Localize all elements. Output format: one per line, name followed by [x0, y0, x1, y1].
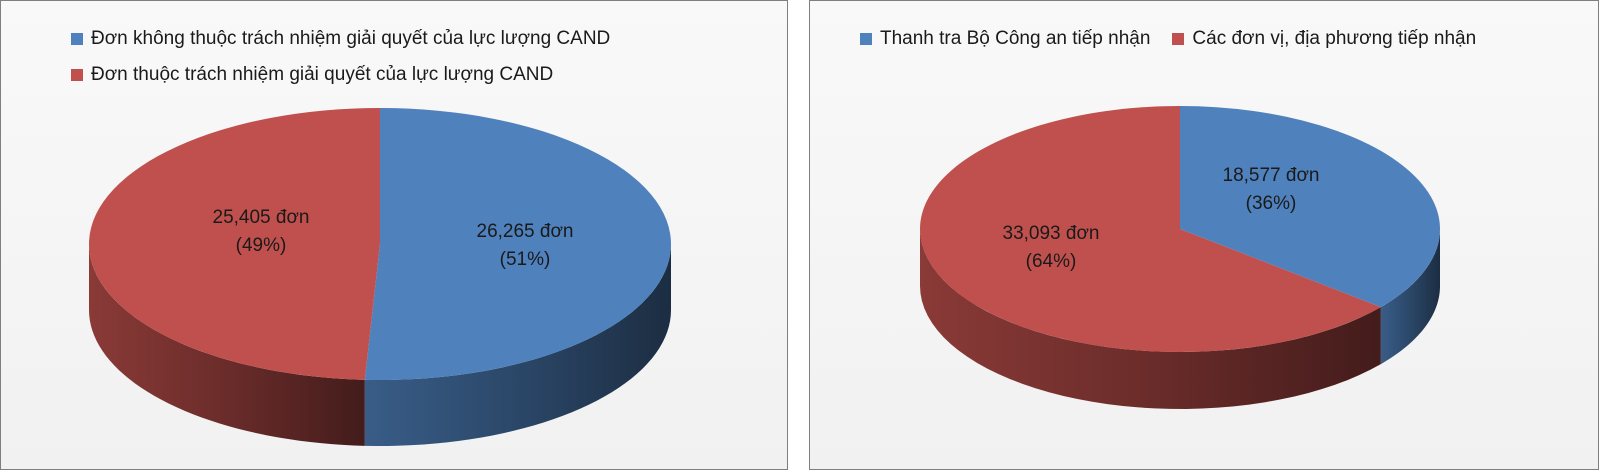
- legend-item-cand: Đơn thuộc trách nhiệm giải quyết của lực…: [71, 57, 610, 93]
- legend-label: Các đơn vị, địa phương tiếp nhận: [1192, 28, 1477, 49]
- data-label-percent: (51%): [500, 249, 551, 270]
- data-label-value: 33,093 đơn: [1003, 223, 1100, 244]
- legend-swatch-blue: [71, 33, 83, 45]
- pie-slice: [1180, 106, 1440, 308]
- data-label-value: 18,577 đơn: [1223, 165, 1320, 186]
- legend-label: Thanh tra Bộ Công an tiếp nhận: [880, 28, 1151, 49]
- pie-slice-side: [1380, 229, 1440, 365]
- pie-chart-right: 18,577 đơn (36%) 33,093 đơn (64%): [919, 105, 1440, 409]
- pie-slice: [919, 105, 1381, 353]
- data-label-percent: (36%): [1246, 193, 1297, 214]
- data-label-percent: (49%): [236, 235, 287, 256]
- pie-slice-side: [920, 229, 1381, 409]
- chart-panel-right: Thanh tra Bộ Công an tiếp nhận Các đơn v…: [809, 0, 1599, 470]
- data-label-percent: (64%): [1026, 251, 1077, 272]
- legend-item-dia-phuong: Các đơn vị, địa phương tiếp nhận: [1172, 21, 1476, 57]
- legend-item-not-cand: Đơn không thuộc trách nhiệm giải quyết c…: [71, 21, 610, 57]
- pie-slice: [88, 108, 380, 380]
- legend-left: Đơn không thuộc trách nhiệm giải quyết c…: [71, 21, 610, 93]
- pie-slice-side: [364, 244, 671, 446]
- chart-panel-left: Đơn không thuộc trách nhiệm giải quyết c…: [0, 0, 788, 470]
- legend-label: Đơn không thuộc trách nhiệm giải quyết c…: [91, 28, 611, 49]
- pie-slice-side: [89, 244, 365, 446]
- pie-chart-left: 26,265 đơn (51%) 25,405 đơn (49%): [88, 108, 671, 446]
- legend-swatch-red: [1172, 33, 1185, 45]
- legend-label: Đơn thuộc trách nhiệm giải quyết của lực…: [91, 64, 554, 85]
- legend-right: Thanh tra Bộ Công an tiếp nhận Các đơn v…: [860, 21, 1476, 57]
- legend-swatch-red: [71, 69, 83, 81]
- data-label-value: 25,405 đơn: [213, 207, 310, 228]
- legend-swatch-blue: [860, 33, 872, 45]
- pie-slice: [364, 108, 671, 380]
- legend-item-thanh-tra: Thanh tra Bộ Công an tiếp nhận: [860, 21, 1150, 57]
- data-label-value: 26,265 đơn: [477, 221, 574, 242]
